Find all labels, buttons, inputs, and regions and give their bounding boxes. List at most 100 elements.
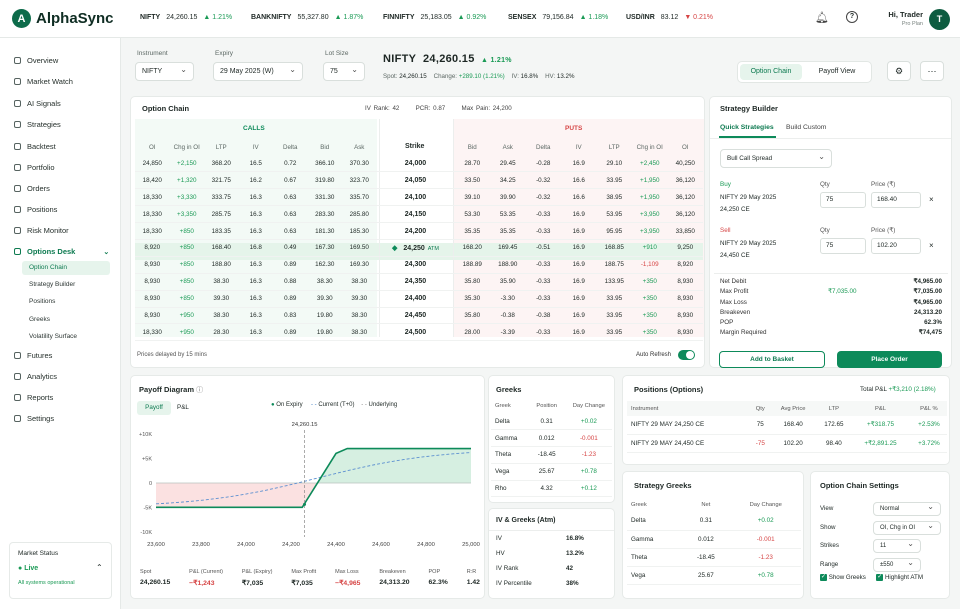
tab-option-chain[interactable]: Option Chain [740, 64, 802, 80]
setting-select[interactable]: Normal [873, 501, 941, 516]
ticker-2[interactable]: BANKNIFTY 55,327.80 ▲ 1.87% [251, 14, 363, 21]
table-row[interactable]: NIFTY 29 MAY 24,250 CE 75 168.40 172.65 +₹31… [627, 416, 947, 435]
remove-leg-icon[interactable]: × [929, 195, 934, 204]
chain-cell: 0.63 [273, 222, 308, 240]
add-to-basket-button[interactable]: Add to Basket [719, 351, 825, 368]
strategy-select[interactable]: Bull Call Spread [720, 148, 832, 168]
col-header: Greek [631, 501, 647, 508]
sidebar-item-analytics[interactable]: Analytics [14, 372, 57, 381]
table-row[interactable]: Delta 0.31 +0.02 [491, 413, 612, 431]
sidebar-item-options-desk[interactable]: Options Desk ⌄ [14, 247, 109, 256]
ticker-3[interactable]: FINNIFTY 25,183.05 ▲ 0.92% [383, 14, 486, 21]
table-row[interactable]: Theta -18.45 -1.23 [491, 446, 612, 464]
col-header: Position [536, 402, 557, 409]
sidebar-item-positions[interactable]: Positions [14, 205, 57, 214]
market-status-card: Market Status ● Live ⌃ All systems opera… [9, 542, 112, 599]
sidebar-item-orders[interactable]: Orders [14, 184, 50, 193]
table-row[interactable]: Vega 25.67 +0.78 [627, 566, 801, 585]
leg-strike: 24,450 CE [720, 252, 750, 259]
place-order-button[interactable]: Place Order [837, 351, 942, 368]
settings-gear-icon[interactable]: ⚙︎ [887, 61, 911, 81]
expiry-select[interactable]: 29 May 2025 (W) [213, 61, 303, 81]
ticker-5[interactable]: USD/INR 83.12 ▼ 0.21% [626, 14, 713, 21]
summary-value: 62.3% [924, 319, 942, 327]
chain-row[interactable]: 18,330 +3,330 333.75 16.3 0.63 331.30 335.70 24… [135, 188, 703, 207]
chain-row[interactable]: 18,420 +1,320 321.75 16.2 0.67 319.80 323.70 24… [135, 171, 703, 190]
chain-cell: 29.45 [490, 155, 526, 173]
chain-cell: 8,930 [135, 290, 170, 308]
sidebar-item-settings[interactable]: Settings [14, 414, 54, 423]
setting-label: Strikes [820, 542, 839, 549]
ticker-4[interactable]: SENSEX 79,156.84 ▲ 1.18% [508, 14, 608, 21]
app-logo[interactable]: A AlphaSync [12, 9, 114, 28]
ticker-1[interactable]: NIFTY 24,260.15 ▲ 1.21% [140, 14, 232, 21]
sidebar-item-overview[interactable]: Overview [14, 56, 58, 65]
auto-refresh-toggle[interactable] [678, 350, 695, 360]
chain-row[interactable]: 8,930 +950 38.30 16.3 0.83 19.80 38.30 24,450 35… [135, 307, 703, 325]
table-cell: -75 [748, 434, 769, 453]
subnav-volatility-surface[interactable]: Volatility Surface [29, 332, 78, 340]
ticker-value: 79,156.84 [542, 14, 574, 21]
leg-price-input[interactable]: 102.20 [871, 238, 921, 254]
iv-label: HV [496, 550, 505, 557]
chain-row[interactable]: 18,330 +3,350 285.75 16.3 0.63 283.30 285.80 24… [135, 205, 703, 224]
sidebar-item-strategies[interactable]: Strategies [14, 120, 61, 129]
sidebar-item-reports[interactable]: Reports [14, 393, 53, 402]
chain-row[interactable]: 8,920 +850 168.40 16.8 0.49 167.30 169.50 ◆ 24,2… [135, 239, 703, 257]
info-icon[interactable]: ⓘ [196, 387, 204, 394]
sidebar-item-market-watch[interactable]: Market Watch [14, 77, 73, 86]
chain-row[interactable]: 8,930 +850 39.30 16.3 0.89 39.30 39.30 24,400 35… [135, 290, 703, 308]
chain-row[interactable]: 18,330 +950 28.30 16.3 0.89 19.80 38.30 24,500 2… [135, 323, 703, 342]
sidebar-item-backtest[interactable]: Backtest [14, 142, 56, 151]
chain-cell: 53.95 [596, 205, 632, 224]
positions-table: Instrument Qty Avg Price LTP P&L P&L % NIFTY 2… [627, 401, 947, 453]
help-icon[interactable]: ? [846, 11, 858, 23]
chain-row[interactable]: 18,330 +850 183.35 16.3 0.63 181.30 185.30 24,2… [135, 222, 703, 240]
remove-leg-icon[interactable]: × [929, 241, 934, 250]
setting-select[interactable]: ±550 [873, 557, 921, 572]
avatar[interactable]: T [929, 9, 950, 30]
subnav-strategy-builder[interactable]: Strategy Builder [29, 281, 76, 289]
subnav-option-chain[interactable]: Option Chain [22, 261, 110, 275]
table-row[interactable]: Delta 0.31 +0.02 [627, 512, 801, 531]
tab-payoff-view[interactable]: Payoff View [818, 68, 856, 75]
leg-qty-input[interactable]: 75 [820, 238, 866, 254]
sidebar-item-risk-monitor[interactable]: Risk Monitor [14, 226, 69, 235]
instrument-select[interactable]: NIFTY [135, 61, 194, 81]
table-row[interactable]: Gamma 0.012 -0.001 [491, 429, 612, 448]
chain-row[interactable]: 8,930 +850 38.30 16.3 0.88 38.30 38.30 24,350 35… [135, 273, 703, 291]
table-row[interactable]: NIFTY 29 MAY 24,450 CE -75 102.20 98.40 +₹2,… [627, 434, 947, 453]
chain-cell: 16.9 [561, 290, 597, 308]
chain-row[interactable]: 8,930 +850 188.80 16.3 0.89 162.30 169.30 24,30… [135, 256, 703, 274]
tab-build-custom[interactable]: Build Custom [786, 124, 827, 131]
summary-label: Max Loss [720, 298, 747, 306]
leg-price-input[interactable]: 168.40 [871, 192, 921, 208]
sidebar-item-ai-signals[interactable]: AI Signals [14, 99, 61, 108]
subnav-positions[interactable]: Positions [29, 298, 56, 306]
highlight-atm-checkbox[interactable]: ✓ [876, 574, 884, 581]
strike-col-header [377, 139, 455, 155]
show-greeks-checkbox[interactable]: ✓ [820, 574, 827, 581]
market-status-note: All systems operational [18, 580, 75, 586]
table-row[interactable]: Vega 25.67 +0.78 [491, 463, 612, 481]
tab-quick-strategies[interactable]: Quick Strategies [720, 124, 774, 131]
chain-cell: 34.25 [490, 171, 526, 190]
table-row[interactable]: Gamma 0.012 -0.001 [627, 530, 801, 549]
tab-payoff[interactable]: Payoff [137, 401, 171, 415]
more-menu-icon[interactable]: ⋯ [920, 61, 944, 81]
setting-select[interactable]: 11 [873, 538, 921, 553]
subnav-greeks[interactable]: Greeks [29, 315, 50, 323]
sidebar-item-portfolio[interactable]: Portfolio [14, 163, 55, 172]
table-row[interactable]: Rho 4.32 +0.12 [491, 480, 612, 498]
sidebar-item-futures[interactable]: Futures [14, 351, 52, 360]
chevron-up-icon[interactable]: ⌃ [96, 563, 103, 572]
table-row[interactable]: Theta -18.45 -1.23 [627, 548, 801, 567]
lot-size-select[interactable]: 75 [323, 61, 365, 81]
logo-icon: A [12, 9, 31, 28]
setting-select[interactable]: OI, Chg in OI [873, 520, 941, 535]
iv-label: IV Percentile [496, 580, 532, 587]
chain-row[interactable]: 24,850 +2,150 368.20 16.5 0.72 366.10 370.30 24… [135, 155, 703, 173]
leg-qty-input[interactable]: 75 [820, 192, 866, 208]
tab-pnl[interactable]: P&L [177, 404, 189, 411]
bell-icon[interactable]: 🔔︎ [815, 12, 829, 24]
